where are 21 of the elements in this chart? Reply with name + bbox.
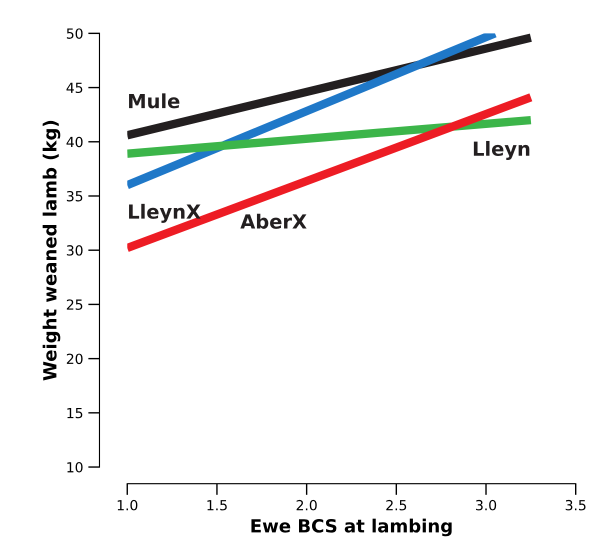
x-tick-label: 2.0 — [296, 500, 317, 510]
x-tick-label: 3.0 — [476, 500, 496, 510]
y-tick-label: 45 — [66, 82, 82, 94]
x-axis-title: Ewe BCS at lambing — [251, 518, 452, 536]
y-tick-label: 10 — [67, 462, 83, 473]
y-tick-label: 30 — [66, 245, 83, 256]
y-tick-label: 20 — [66, 354, 83, 364]
y-tick-label: 25 — [66, 299, 82, 310]
series-label: Lleyn — [474, 140, 530, 160]
y-tick-label: 50 — [66, 28, 83, 39]
x-tick-label: 2.5 — [386, 500, 406, 510]
series-label: Mule — [129, 93, 180, 108]
y-axis-title: Weight weaned lamb (kg) — [42, 120, 60, 380]
y-tick-label: 15 — [67, 408, 82, 418]
x-tick-label: 1.0 — [118, 500, 138, 510]
y-tick-label: 35 — [66, 190, 82, 202]
x-tick-label: 3.5 — [566, 500, 586, 510]
series-label: LleynX — [129, 204, 201, 223]
x-tick-label: 1.5 — [207, 500, 227, 510]
y-tick-label: 40 — [66, 136, 83, 148]
series-label: AberX — [240, 214, 307, 229]
